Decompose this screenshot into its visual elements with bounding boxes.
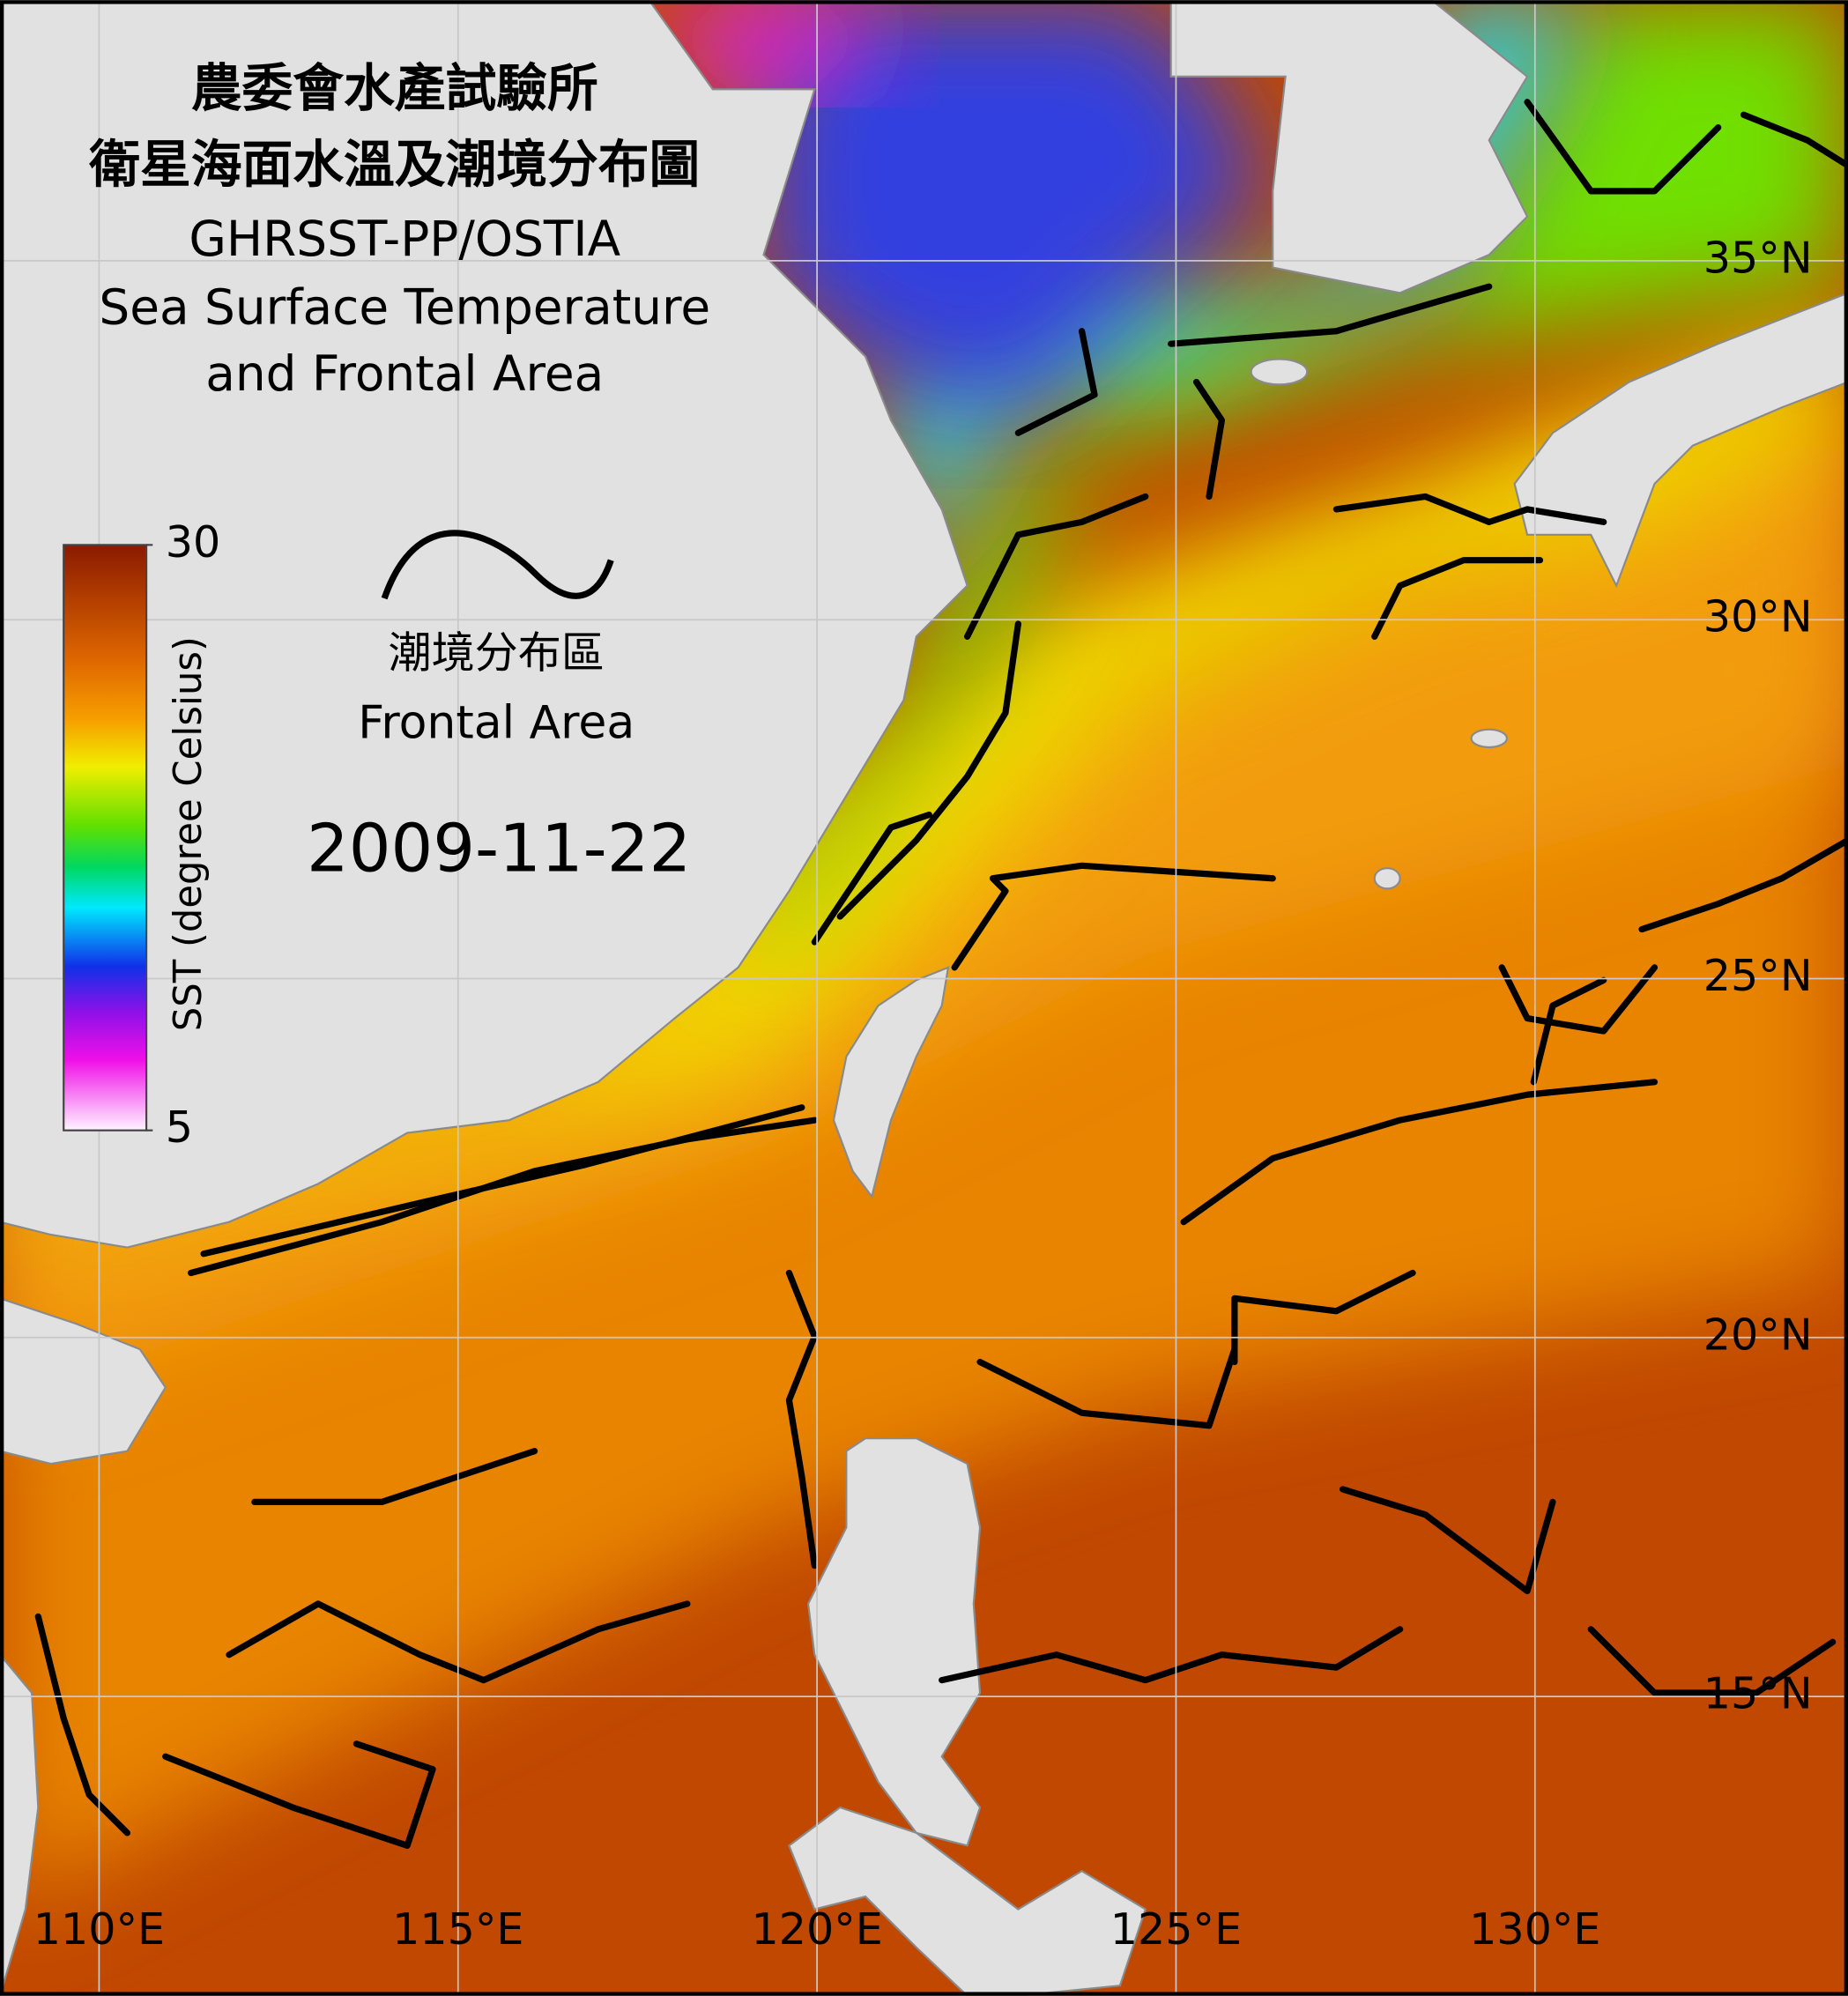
- sst-magenta: [649, 0, 891, 90]
- sst-green: [763, 0, 1848, 968]
- land-hainan: [0, 1297, 167, 1465]
- front: [939, 1626, 1404, 1684]
- colorbar-ramp: [63, 544, 148, 1132]
- front: [785, 1269, 818, 1569]
- front: [836, 620, 1021, 920]
- front: [1587, 1626, 1837, 1696]
- lat-tick-label: 35°N: [1703, 232, 1813, 283]
- front: [811, 811, 932, 946]
- land-japan: [1513, 292, 1848, 589]
- lon-tick-label: 110°E: [33, 1903, 165, 1955]
- front: [1192, 378, 1226, 501]
- front: [1231, 1269, 1416, 1366]
- land-island: [1470, 728, 1509, 749]
- front: [1168, 283, 1493, 347]
- land-jeju: [1250, 358, 1309, 386]
- front: [1740, 111, 1848, 169]
- title-line: Sea Surface Temperature: [99, 279, 710, 336]
- legend: 潮境分布區 Frontal Area: [358, 530, 635, 749]
- title: 農委會水產試驗所 衛星海面水溫及潮境分布圖 GHRSST-PP/OSTIA Se…: [88, 58, 710, 402]
- lat-tick-label: 25°N: [1703, 950, 1813, 1001]
- lat-tick-label: 30°N: [1703, 591, 1813, 642]
- title-line: and Frontal Area: [205, 345, 604, 402]
- front: [963, 493, 1149, 640]
- lon-tick-label: 115°E: [392, 1903, 523, 1955]
- title-line: 衛星海面水溫及潮境分布圖: [88, 134, 700, 194]
- legend-label: Frontal Area: [358, 696, 635, 749]
- title-line: GHRSST-PP/OSTIA: [189, 211, 620, 267]
- legend-label: 潮境分布區: [389, 627, 605, 679]
- sst-blue: [763, 0, 1273, 408]
- land-china: [0, 0, 969, 1249]
- front: [1180, 1079, 1659, 1226]
- colorbar-label: SST (degree Celsius): [167, 636, 211, 1031]
- lat-tick-label: 20°N: [1703, 1309, 1813, 1360]
- lon-tick-label: 125°E: [1110, 1903, 1242, 1955]
- front: [34, 1613, 131, 1836]
- front: [1332, 493, 1607, 525]
- front: [951, 862, 1276, 971]
- front: [251, 1448, 538, 1506]
- land-indochina: [0, 1653, 40, 1996]
- land-korea: [1169, 0, 1529, 294]
- front: [1638, 836, 1848, 933]
- colorbar-tick-label: 30: [166, 516, 220, 568]
- land-island: [1373, 867, 1401, 890]
- front: [1498, 964, 1659, 1035]
- land-luzon: [806, 1437, 982, 1847]
- title-line: 農委會水產試驗所: [191, 58, 598, 118]
- land-visayas: [788, 1806, 1147, 1996]
- sst-yellow: [0, 318, 1848, 1210]
- colorbar: SST (degree Celsius) 5 30: [63, 516, 220, 1153]
- date: 2009-11-22: [307, 809, 691, 887]
- front: [162, 1740, 436, 1849]
- lon-tick-label: 130°E: [1469, 1903, 1600, 1955]
- front: [1371, 557, 1544, 640]
- lon-tick-label: 120°E: [751, 1903, 882, 1955]
- lat-tick-label: 15°N: [1703, 1668, 1813, 1719]
- front: [200, 1104, 805, 1258]
- colorbar-tick-label: 5: [166, 1102, 193, 1153]
- legend-front-symbol: [381, 530, 614, 600]
- front: [1014, 328, 1098, 436]
- land-taiwan: [832, 966, 950, 1199]
- front: [1524, 99, 1722, 195]
- front: [226, 1600, 691, 1684]
- front: [1340, 1486, 1556, 1595]
- front: [976, 1346, 1238, 1429]
- front: [1530, 976, 1607, 1086]
- front: [188, 1117, 818, 1277]
- frontal-areas: [34, 99, 1848, 1849]
